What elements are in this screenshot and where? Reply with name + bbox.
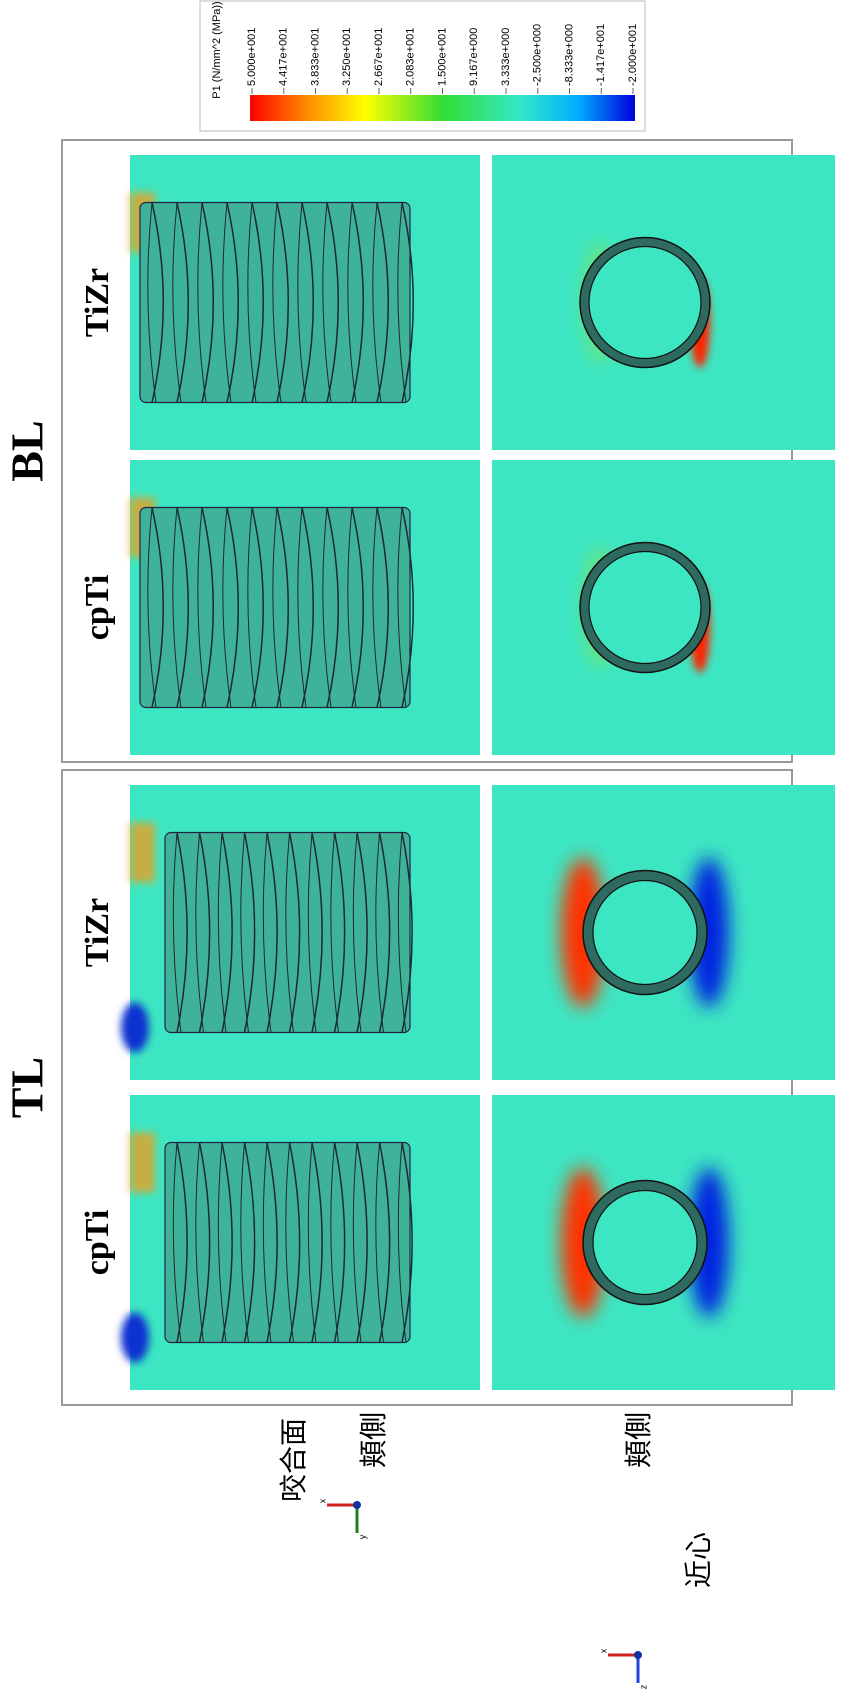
axis-letter: x [598, 1648, 608, 1653]
colorbar-label: -8.333e+000 [563, 24, 575, 86]
group-label: TL [2, 1057, 53, 1118]
implant-bore [593, 1191, 697, 1295]
panel-label: cpTi [79, 1210, 116, 1276]
colorbar-label: 3.333e+000 [500, 28, 512, 86]
colorbar-label: -2.000e+001 [627, 24, 639, 86]
axis-label: 近心 [682, 1532, 715, 1588]
colorbar-title: P1 (N/mm^2 (MPa)) [211, 1, 223, 98]
implant-bore [589, 552, 701, 664]
stress-region [130, 823, 155, 883]
implant-bore [589, 247, 701, 359]
colorbar-label: 2.083e+001 [405, 28, 417, 86]
colorbar-label: 5.000e+001 [246, 28, 258, 86]
axis-label: 咬合面 [277, 1418, 310, 1502]
axis-origin [353, 1501, 361, 1509]
panel-label: TiZr [79, 268, 116, 337]
implant-bore [593, 881, 697, 985]
axis-letter: y [357, 1534, 367, 1539]
colorbar-label: 3.250e+001 [341, 28, 353, 86]
stress-region [130, 1133, 155, 1193]
group-label: BL [2, 420, 53, 481]
axis-origin [634, 1651, 642, 1659]
colorbar [250, 95, 635, 121]
axis-letter: x [317, 1498, 327, 1503]
colorbar-label: -2.500e+000 [532, 24, 544, 86]
stress-region [121, 1003, 149, 1053]
colorbar-label: 9.167e+000 [468, 28, 480, 86]
panel-label: TiZr [79, 898, 116, 967]
axis-label: 頬側 [357, 1412, 390, 1468]
colorbar-label: 4.417e+001 [278, 28, 290, 86]
colorbar-label: 1.500e+001 [436, 28, 448, 86]
figure: P1 (N/mm^2 (MPa)) 5.000e+001 4.417e+001 3.… [0, 0, 859, 1697]
axis-label: 頬側 [622, 1412, 655, 1468]
colorbar-label: -1.417e+001 [595, 24, 607, 86]
panel-label: cpTi [79, 575, 116, 641]
colorbar-label: 3.833e+001 [309, 28, 321, 86]
stress-region [121, 1313, 149, 1363]
axis-letter: z [638, 1684, 648, 1689]
colorbar-label: 2.667e+001 [373, 28, 385, 86]
